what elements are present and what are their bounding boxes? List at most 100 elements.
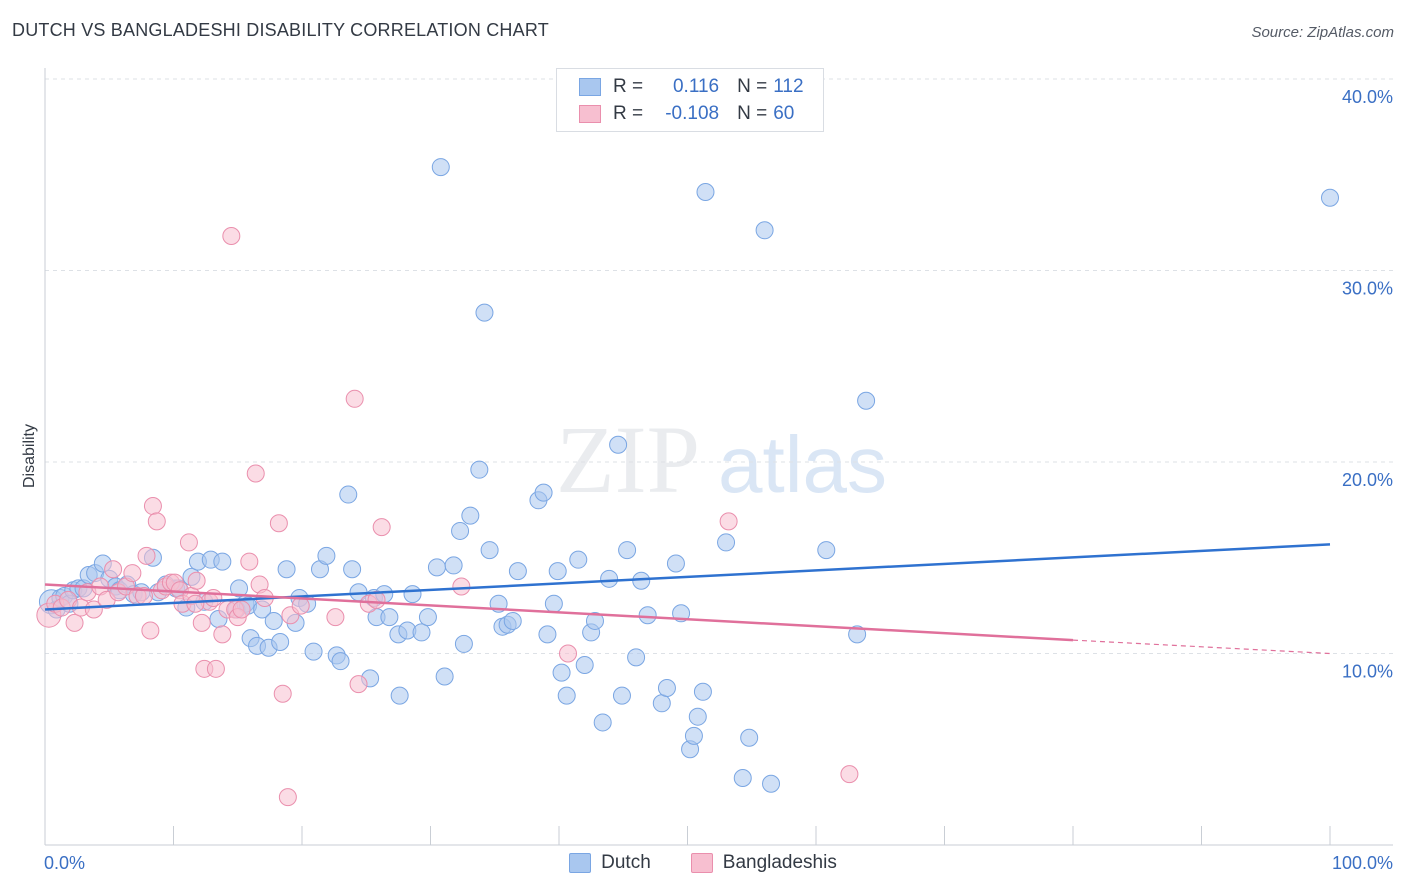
legend-swatch-dutch: [579, 78, 601, 96]
legend-n-value: 112: [773, 76, 804, 97]
dutch-point: [331, 652, 350, 671]
dutch-point: [451, 521, 470, 540]
legend-n-label: N =: [737, 76, 768, 97]
dutch-point: [454, 634, 473, 653]
bangladeshi-point: [367, 590, 386, 609]
legend-item-dutch[interactable]: Dutch: [569, 852, 651, 874]
dutch-point: [717, 533, 736, 552]
dutch-point: [427, 558, 446, 577]
legend-swatch-bangladeshis: [579, 105, 601, 123]
dutch-point: [557, 686, 576, 705]
dutch-point: [230, 579, 249, 598]
legend-item-bangladeshis[interactable]: Bangladeshis: [690, 852, 837, 874]
bangladeshi-point: [84, 600, 103, 619]
dutch-point: [475, 303, 494, 322]
dutch-point: [380, 608, 399, 627]
dutch-point: [534, 483, 553, 502]
legend-row-dutch: R = 0.116 N = 112: [579, 75, 822, 99]
bangladeshi-points: [36, 227, 859, 807]
bangladeshi-point: [719, 512, 738, 531]
dutch-point: [508, 562, 527, 581]
dutch-point: [403, 585, 422, 604]
dutch-point: [503, 611, 522, 630]
dutch-point: [740, 728, 759, 747]
dutch-point: [213, 552, 232, 571]
dutch-trend-line: [44, 543, 1331, 611]
watermark: ZIP atlas: [556, 406, 887, 513]
bangladeshi-point: [123, 564, 142, 583]
dutch-point: [343, 560, 362, 579]
legend-n-label: N =: [737, 103, 768, 124]
bangladeshi-point: [187, 571, 206, 590]
bangladeshi-point: [104, 560, 123, 579]
dutch-point: [593, 713, 612, 732]
bangladeshi-point: [840, 765, 859, 784]
bangladeshi-point: [65, 613, 84, 632]
bangladeshi-point: [240, 552, 259, 571]
bangladeshi-point: [232, 600, 251, 619]
legend-r-value: 0.116: [672, 76, 720, 97]
dutch-point: [600, 569, 619, 588]
dutch-point: [339, 485, 358, 504]
dutch-point: [652, 694, 671, 713]
dutch-point: [470, 460, 489, 479]
bangladeshi-point: [206, 659, 225, 678]
bangladeshi-point: [186, 594, 205, 613]
trend-lines: [44, 543, 1331, 655]
legend-label-bangladeshis: Bangladeshis: [722, 852, 837, 873]
bangladeshi-point: [558, 644, 577, 663]
dutch-point: [755, 221, 774, 240]
correlation-legend: R = 0.116 N = 112 R = -0.108 N = 60: [556, 68, 824, 132]
dutch-point: [412, 623, 431, 642]
x-tick-label-max: 100.0%: [1332, 853, 1393, 873]
y-tick-label: 20.0%: [1342, 470, 1393, 490]
dutch-point: [693, 682, 712, 701]
chart-title: DUTCH VS BANGLADESHI DISABILITY CORRELAT…: [12, 20, 549, 40]
legend-swatch-dutch: [569, 853, 592, 873]
dutch-point: [271, 633, 290, 652]
dutch-point: [264, 611, 283, 630]
bangladeshi-point: [326, 608, 345, 627]
bangladeshi-point: [269, 514, 288, 533]
dutch-point: [552, 663, 571, 682]
legend-n-value: 60: [773, 103, 795, 124]
dutch-point: [304, 642, 323, 661]
y-tick-labels: 10.0% 20.0% 30.0% 40.0%: [1342, 87, 1393, 682]
dutch-point: [609, 435, 628, 454]
dutch-point: [817, 541, 836, 560]
bangladeshi-point: [246, 464, 265, 483]
dutch-point: [666, 554, 685, 573]
legend-row-bangladeshis: R = -0.108 N = 60: [579, 102, 812, 126]
bangladeshi-point: [179, 533, 198, 552]
bangladeshi-point: [143, 497, 162, 516]
bangladeshi-point: [452, 577, 471, 596]
dutch-point: [688, 707, 707, 726]
y-tick-label: 30.0%: [1342, 279, 1393, 299]
y-tick-label: 10.0%: [1342, 662, 1393, 682]
axes: [44, 68, 1393, 846]
x-tick-label-min: 0.0%: [44, 853, 85, 873]
legend-swatch-bangladeshis: [690, 853, 713, 873]
bangladeshi-trend-line: [44, 583, 1074, 642]
legend-r-label: R =: [613, 76, 644, 97]
dutch-point: [857, 391, 876, 410]
x-tick-labels: 0.0% 100.0%: [44, 853, 1393, 873]
bangladeshi-point: [137, 546, 156, 565]
dutch-point: [444, 556, 463, 575]
dutch-point: [390, 686, 409, 705]
bangladeshi-point: [222, 227, 241, 246]
dutch-point: [684, 726, 703, 745]
dutch-point: [733, 768, 752, 787]
dutch-point: [627, 648, 646, 667]
dutch-point: [538, 625, 557, 644]
watermark-atlas: atlas: [718, 420, 887, 509]
watermark-zip: ZIP: [556, 406, 700, 513]
bangladeshi-point: [372, 518, 391, 537]
bangladeshi-point: [192, 613, 211, 632]
source-label: Source: ZipAtlas.com: [1251, 24, 1394, 41]
bangladeshi-point: [349, 675, 368, 694]
dutch-point: [657, 678, 676, 697]
dutch-point: [418, 608, 437, 627]
dutch-point: [612, 686, 631, 705]
bangladeshi-point: [147, 512, 166, 531]
